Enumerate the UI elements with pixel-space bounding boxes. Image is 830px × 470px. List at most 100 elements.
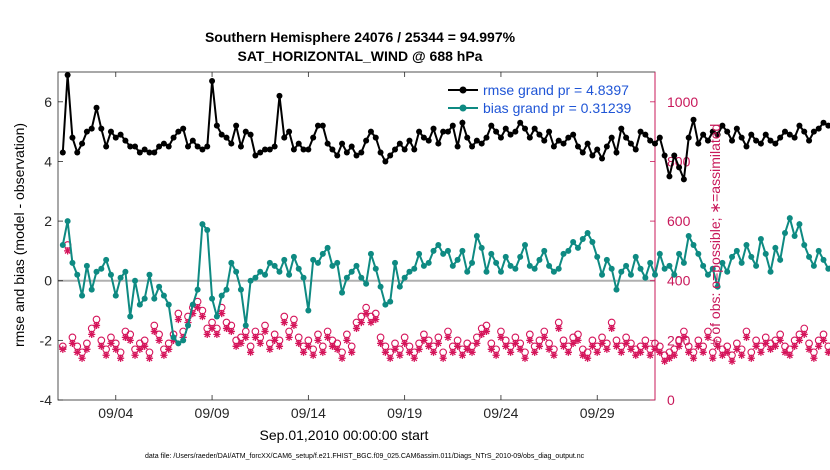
bias-point [324,244,331,251]
legend-box [442,78,642,118]
assimilated-obs-point [531,348,539,356]
rmse-point [753,137,760,144]
rmse-point [194,143,201,150]
assimilated-obs-point [396,351,404,359]
rmse-point [493,128,500,135]
assimilated-obs-point [723,348,731,356]
assimilated-obs-point [328,342,337,350]
rmse-point [464,134,471,141]
rmse-point [757,140,764,147]
possible-obs-point [660,351,669,360]
rmse-point [574,143,581,150]
possible-obs-point [241,327,250,336]
possible-obs-point [439,348,448,357]
bias-point [560,250,567,257]
assimilated-obs-point [88,330,96,338]
assimilated-obs-point [218,309,226,318]
rmse-point [550,143,557,150]
rmse-point [406,137,413,144]
assimilated-obs-point [487,345,495,353]
assimilated-obs-point [511,339,519,347]
left-y-tick-label: 0 [44,273,52,289]
assimilated-obs-point [232,342,240,350]
bias-point [574,244,581,251]
assimilated-obs-point [391,345,399,353]
rmse-point [454,143,461,150]
rmse-point [64,71,71,78]
rmse-point [714,131,721,138]
possible-obs-point [540,327,549,336]
assimilated-obs-point [583,354,592,362]
possible-obs-point [574,330,582,339]
rmse-point [522,125,529,132]
bias-point [680,259,687,266]
assimilated-obs-point [280,318,288,327]
bias-point [117,274,124,281]
possible-obs-point [405,342,414,351]
rmse-point [228,140,235,147]
rmse-point [613,149,620,156]
bias-point [488,250,495,257]
assimilated-obs-point [107,339,115,347]
rmse-point [772,140,779,147]
legend-marker [459,104,467,112]
rmse-point [184,143,191,150]
bias-point [656,250,663,257]
assimilated-obs-point [295,339,303,347]
bias-point [175,340,182,347]
rmse-point [300,146,307,153]
rmse-point [541,137,548,144]
rmse-point [420,134,427,141]
assimilated-obs-point [728,357,736,365]
rmse-point [517,119,524,126]
assimilated-obs-point [203,330,211,338]
bias-point [329,262,336,269]
rmse-point [334,152,341,159]
rmse-point [584,140,591,147]
bias-point [613,286,620,293]
possible-obs-point [453,336,462,345]
bias-point [257,268,264,275]
bias-point [64,218,71,225]
possible-obs-point [800,324,809,333]
assimilated-obs-point [83,345,91,353]
bias-point [199,221,206,228]
assimilated-obs-point [165,345,173,353]
rmse-point [242,128,249,135]
assimilated-obs-point [656,348,664,356]
rmse-point [733,125,740,132]
bias-point [160,292,167,299]
bias-point [493,259,500,266]
assimilated-obs-point [689,354,698,362]
bias-point [425,259,432,266]
bias-point [555,265,562,272]
rmse-point [786,131,793,138]
rmse-point [820,119,827,126]
possible-obs-point [198,306,207,315]
assimilated-obs-point [747,354,755,362]
bias-point [127,313,134,320]
assimilated-obs-point [150,327,158,336]
bias-point [93,268,100,275]
possible-obs-point [174,309,183,318]
bias-point [502,253,509,260]
bias-point [367,250,374,257]
assimilated-obs-point [92,321,101,330]
right-y-tick-label: 0 [667,392,675,408]
possible-obs-point [309,345,318,354]
rmse-point [136,149,143,156]
bias-point [623,262,630,269]
possible-obs-point [559,336,568,345]
bias-point [531,265,538,272]
possible-obs-point [92,315,101,324]
assimilated-obs-point [174,315,182,324]
bias-point [483,268,490,275]
bias-point [387,298,394,305]
bias-point [565,247,572,254]
bias-point [579,235,586,242]
bias-point [627,271,634,278]
rmse-point [526,134,533,141]
bias-point [281,256,288,263]
assimilated-obs-point [574,336,582,344]
possible-obs-point [87,324,96,333]
